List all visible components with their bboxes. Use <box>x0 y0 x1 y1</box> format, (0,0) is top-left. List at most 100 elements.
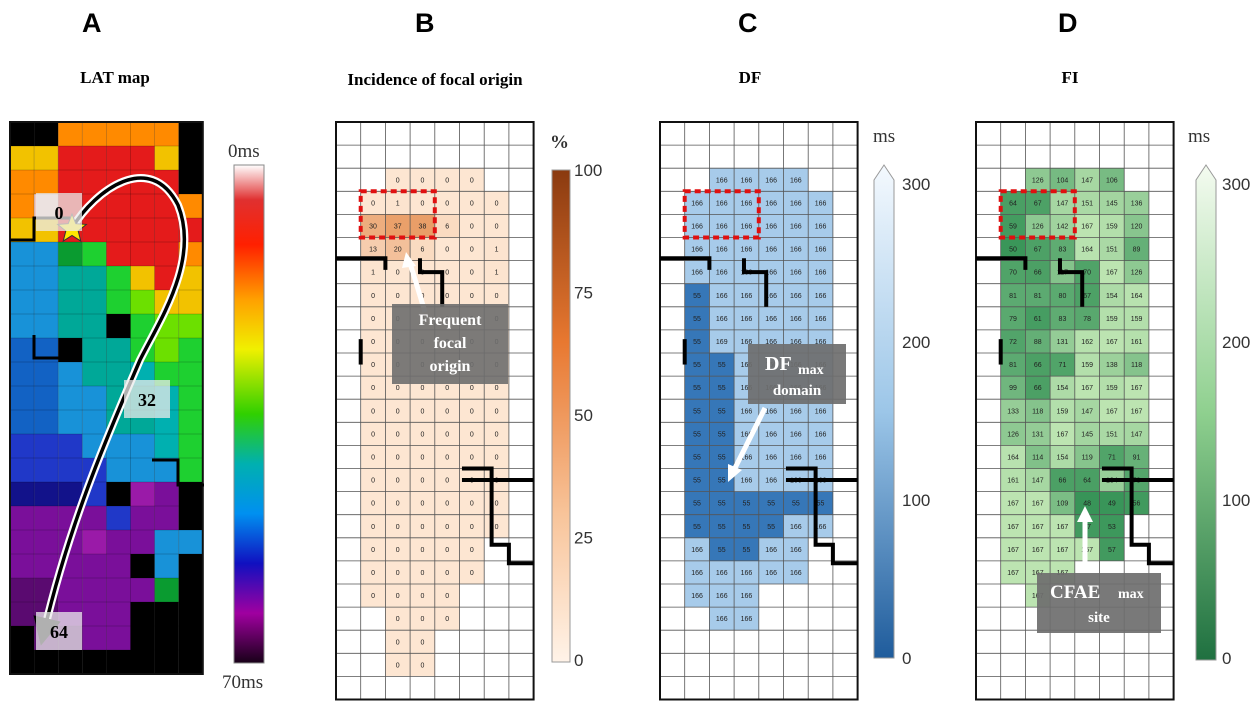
lat-cell <box>154 122 179 146</box>
lat-cell <box>10 170 35 194</box>
grid-cell-value: 55 <box>718 362 726 369</box>
grid-cell-value: 166 <box>790 570 802 577</box>
grid-cell-value: 166 <box>741 616 753 623</box>
grid-cell-value: 0 <box>396 478 400 485</box>
grid-cell-value: 166 <box>815 293 827 300</box>
lat-cell <box>130 578 155 602</box>
panel-letter-a: A <box>82 8 102 38</box>
lat-cell <box>58 122 83 146</box>
grid-cell <box>1000 191 1026 215</box>
grid-cell <box>783 306 809 330</box>
lat-cell <box>154 434 179 458</box>
grid-cell-value: 166 <box>790 247 802 254</box>
grid-cell <box>808 422 833 446</box>
grid-cell <box>459 214 485 238</box>
grid-cell <box>808 399 833 423</box>
grid-cell-value: 80 <box>1059 293 1067 300</box>
grid-cell-value: 166 <box>716 200 728 207</box>
panel-letter-d: D <box>1058 8 1078 38</box>
lat-cell <box>10 506 35 530</box>
grid-cell-value: 166 <box>790 316 802 323</box>
grid-cell-value: 66 <box>1034 385 1042 392</box>
grid-cell-value: 38 <box>419 223 427 230</box>
grid-cell <box>1099 306 1125 330</box>
lat-cell <box>106 218 131 242</box>
grid-cell-value: 0 <box>371 339 375 346</box>
grid-cell-value: 166 <box>790 524 802 531</box>
grid-cell-value: 55 <box>767 524 775 531</box>
lat-cell <box>154 530 179 554</box>
lat-cell <box>130 194 155 218</box>
grid-cell <box>1124 329 1149 353</box>
lat-cell <box>82 290 107 314</box>
grid-cell <box>1000 445 1026 469</box>
grid-cell <box>360 399 386 423</box>
lat-cell <box>34 314 59 338</box>
lat-cell <box>130 530 155 554</box>
grid-cell <box>385 283 411 307</box>
grid-cell-value: 0 <box>396 547 400 554</box>
grid-cell <box>459 491 485 515</box>
lat-cell <box>10 530 35 554</box>
grid-cell <box>1074 329 1100 353</box>
scale-tick-label: 100 <box>902 491 930 510</box>
grid-cell <box>808 283 833 307</box>
grid-cell <box>459 537 485 561</box>
grid-cell <box>1074 237 1100 261</box>
lat-marker-label: 64 <box>50 622 68 642</box>
grid-cell <box>1025 237 1051 261</box>
grid-cell <box>1074 168 1100 192</box>
grid-cell <box>709 237 735 261</box>
grid-cell <box>709 376 735 400</box>
lat-cell <box>58 314 83 338</box>
grid-cell <box>1074 306 1100 330</box>
grid-cell <box>459 399 485 423</box>
grid-cell <box>734 191 759 215</box>
grid-cell-value: 61 <box>1034 316 1042 323</box>
grid-cell-value: 0 <box>396 177 400 184</box>
grid-cell-value: 0 <box>420 639 424 646</box>
grid-cell-value: 166 <box>790 431 802 438</box>
grid-cell <box>783 260 809 284</box>
grid-cell <box>1074 422 1100 446</box>
grid-cell-value: 6 <box>420 247 424 254</box>
grid-cell-value: 0 <box>445 385 449 392</box>
grid-cell <box>709 191 735 215</box>
grid-cell <box>684 329 710 353</box>
grid-cell <box>1099 353 1125 377</box>
grid-cell <box>709 491 735 515</box>
grid-cell-value: 0 <box>445 177 449 184</box>
grid-cell <box>434 168 460 192</box>
grid-cell-value: 166 <box>691 270 703 277</box>
grid-cell-value: 166 <box>790 270 802 277</box>
lat-cell <box>58 242 83 266</box>
grid-cell <box>1050 537 1075 561</box>
lat-cell <box>10 146 35 170</box>
grid-cell <box>1124 214 1149 238</box>
grid-cell <box>783 399 809 423</box>
grid-cell <box>434 214 460 238</box>
grid-cell <box>734 607 759 631</box>
grid-cell-value: 166 <box>716 293 728 300</box>
grid-cell <box>484 445 509 469</box>
grid-cell-value: 0 <box>420 547 424 554</box>
lat-cell <box>82 650 107 674</box>
grid-cell-value: 145 <box>1106 200 1118 207</box>
grid-cell <box>385 537 411 561</box>
grid-cell <box>734 584 759 608</box>
grid-cell-value: 67 <box>1034 200 1042 207</box>
grid-cell-value: 30 <box>369 223 377 230</box>
grid-cell <box>1025 214 1051 238</box>
grid-cell-value: 55 <box>693 524 701 531</box>
grid-cell-value: 166 <box>716 570 728 577</box>
scale-tick-label: 50 <box>574 406 593 425</box>
grid-cell <box>459 283 485 307</box>
grid-cell <box>385 630 411 654</box>
grid-cell-value: 0 <box>371 362 375 369</box>
grid-cell-value: 167 <box>1032 501 1044 508</box>
grid-cell <box>1099 399 1125 423</box>
grid-cell-value: 0 <box>420 385 424 392</box>
grid-cell-value: 56 <box>1133 501 1141 508</box>
grid-cell-value: 0 <box>371 547 375 554</box>
grid-cell-value: 0 <box>371 524 375 531</box>
